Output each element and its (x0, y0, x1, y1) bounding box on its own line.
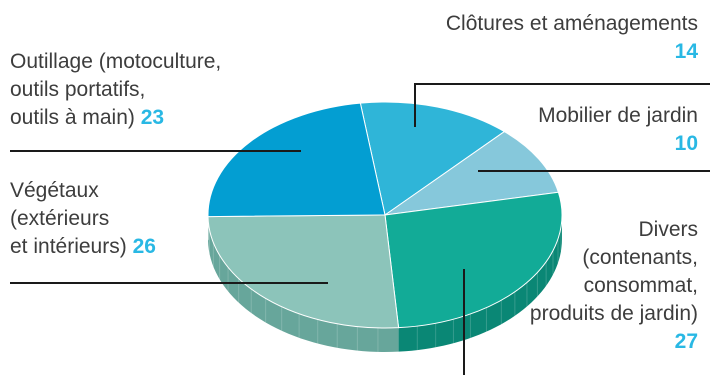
leader-line-outillage (10, 150, 301, 152)
pie-side-2-0 (398, 215, 562, 352)
label-divers-value: 27 (674, 330, 698, 353)
label-mobilier-value: 10 (674, 132, 698, 155)
label-outillage-line-3-wrap: outils à main) 23 (10, 104, 221, 132)
label-divers: Divers (contenants, consommat, produits … (530, 216, 698, 356)
pie-slice-3 (207, 214, 400, 329)
pie-side-3-0 (208, 216, 399, 352)
label-divers-line-1: Divers (638, 218, 698, 241)
label-vegetaux-line-1: Végétaux (10, 179, 99, 202)
label-divers-line-4: produits de jardin) (529, 302, 698, 325)
label-clotures-line-1: Clôtures et aménagements (445, 12, 698, 35)
leader-line-vegetaux (10, 282, 328, 284)
label-outillage-value: 23 (140, 106, 165, 129)
label-mobilier-line-1: Mobilier de jardin (538, 104, 698, 127)
pie-slice-1 (384, 130, 560, 216)
pie-slices (207, 101, 563, 329)
label-divers-line-2: (contenants, (582, 246, 698, 269)
label-vegetaux-line-2: (extérieurs (10, 207, 110, 230)
label-vegetaux-value: 26 (132, 235, 156, 258)
leader-line-clotures (414, 83, 710, 85)
pie-slice-4 (207, 102, 386, 218)
label-vegetaux-line-3: et intérieurs) (10, 235, 127, 258)
label-outillage: Outillage (motoculture, outils portatifs… (10, 48, 221, 132)
label-outillage-line-1: Outillage (motoculture, (10, 50, 222, 73)
leader-line-divers (463, 269, 465, 375)
label-clotures-value: 14 (674, 40, 698, 63)
label-clotures: Clôtures et aménagements 14 (446, 10, 698, 66)
leader-line-mobilier (478, 170, 710, 172)
pie-slice-0 (359, 101, 506, 216)
label-divers-line-3: consommat, (583, 274, 698, 297)
pie-slice-2 (384, 191, 563, 329)
label-outillage-line-2: outils portatifs, (10, 78, 146, 101)
leader-line-clotures-drop (414, 83, 416, 127)
label-mobilier: Mobilier de jardin 10 (538, 102, 698, 158)
label-vegetaux: Végétaux (extérieurs et intérieurs) 26 (10, 177, 156, 261)
label-outillage-line-3: outils à main) (10, 106, 135, 129)
label-vegetaux-line-3-wrap: et intérieurs) 26 (10, 233, 156, 261)
